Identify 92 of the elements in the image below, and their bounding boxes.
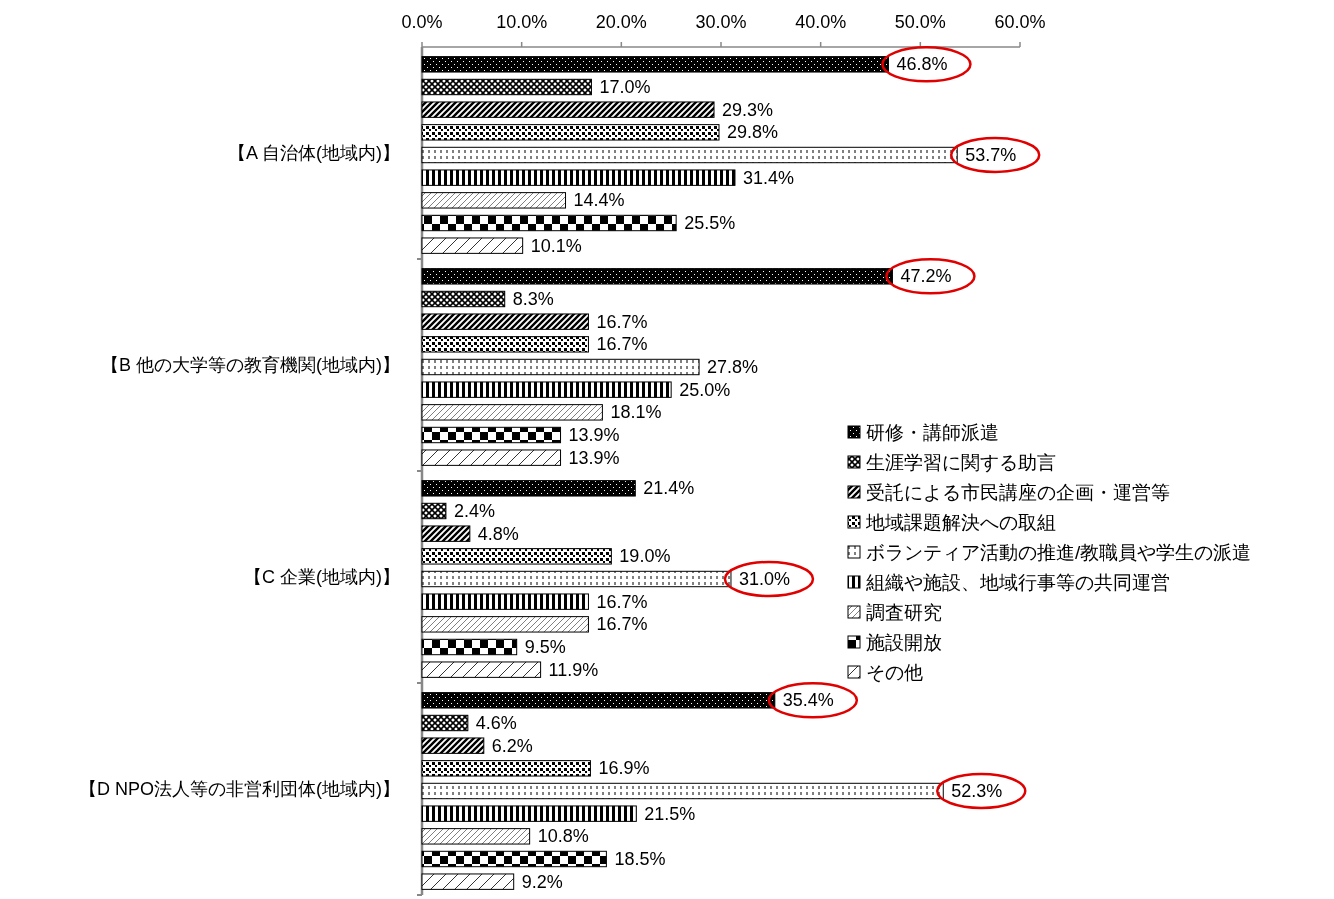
data-label: 29.3% <box>722 99 774 120</box>
bar <box>421 169 736 186</box>
legend-label: 受託による市民講座の企画・運営等 <box>866 482 1170 503</box>
bar <box>421 214 677 232</box>
legend-label: 調査研究 <box>866 602 942 623</box>
data-label: 10.1% <box>530 235 582 256</box>
data-label: 13.9% <box>568 447 620 468</box>
data-label: 6.2% <box>491 735 533 756</box>
bar <box>421 290 506 308</box>
bar <box>421 480 636 497</box>
data-label: 25.0% <box>679 379 731 400</box>
bar <box>421 782 944 800</box>
data-label: 18.5% <box>614 849 666 869</box>
y-tick-label: 【B 他の大学等の教育機関(地域内)】 <box>101 355 400 375</box>
data-label: 2.4% <box>453 501 495 521</box>
data-label: 25.5% <box>684 213 736 233</box>
legend-label: 生涯学習に関する助言 <box>866 452 1056 473</box>
bar <box>421 313 589 330</box>
data-label: 19.0% <box>619 546 671 567</box>
bar <box>421 850 607 868</box>
bar <box>421 737 485 754</box>
bar <box>421 124 720 141</box>
data-label: 16.7% <box>596 311 648 332</box>
data-label: 16.7% <box>596 334 648 355</box>
bar <box>421 873 515 890</box>
bar <box>421 593 589 610</box>
data-label: 47.2% <box>900 266 952 287</box>
data-label: 17.0% <box>599 77 651 97</box>
y-tick-label: 【D NPO法人等の非営利団体(地域内)】 <box>79 779 400 799</box>
legend-label: 研修・講師派遣 <box>866 422 999 443</box>
data-label: 8.3% <box>512 289 554 309</box>
y-tick-label: 【A 自治体(地域内)】 <box>227 143 400 163</box>
data-label: 14.4% <box>573 190 625 211</box>
bar <box>421 692 776 709</box>
bar <box>421 638 518 656</box>
bar <box>421 714 469 732</box>
y-tick-label: 【C 企業(地域内)】 <box>244 567 400 587</box>
bar <box>421 336 589 353</box>
bar <box>421 101 715 118</box>
bar <box>421 616 589 633</box>
bar <box>421 661 542 678</box>
x-tick-label: 50.0% <box>894 12 946 32</box>
bar <box>421 760 591 777</box>
data-label: 21.4% <box>643 478 695 499</box>
data-label: 16.7% <box>596 591 648 612</box>
data-label: 29.8% <box>727 122 779 143</box>
bar <box>421 268 893 285</box>
legend-label: 地域課題解決への取組 <box>865 512 1056 533</box>
data-label: 35.4% <box>782 690 834 711</box>
data-label: 4.6% <box>475 713 517 733</box>
bar <box>421 548 612 565</box>
x-tick-label: 20.0% <box>595 12 647 32</box>
data-label: 9.2% <box>521 871 563 892</box>
x-tick-label: 60.0% <box>994 12 1046 32</box>
data-label: 52.3% <box>951 781 1003 801</box>
x-tick-label: 40.0% <box>795 12 847 32</box>
x-tick-label: 30.0% <box>695 12 747 32</box>
bar <box>421 358 700 376</box>
bar <box>421 237 524 254</box>
bar <box>421 449 562 466</box>
data-label: 31.0% <box>738 569 791 589</box>
bar <box>421 404 603 421</box>
bar <box>421 525 471 542</box>
data-label: 9.5% <box>524 637 566 657</box>
data-label: 16.9% <box>598 758 650 779</box>
data-label: 46.8% <box>896 54 948 75</box>
legend-label: 施設開放 <box>866 632 942 653</box>
data-label: 27.8% <box>707 357 759 377</box>
data-label: 21.5% <box>644 803 696 824</box>
data-label: 10.8% <box>537 826 589 847</box>
data-label: 18.1% <box>610 402 662 423</box>
bar <box>421 502 447 520</box>
bar <box>421 192 567 209</box>
legend-label: 組織や施設、地域行事等の共同運営 <box>865 572 1170 593</box>
bar <box>421 828 531 845</box>
bar <box>421 805 637 822</box>
data-label: 4.8% <box>477 523 519 544</box>
bar <box>421 381 672 398</box>
bar <box>421 570 732 588</box>
x-tick-label: 0.0% <box>401 12 443 32</box>
data-label: 11.9% <box>548 659 599 680</box>
legend-label: ボランティア活動の推進/教職員や学生の派遣 <box>866 542 1252 563</box>
data-label: 31.4% <box>742 167 794 188</box>
bar <box>421 56 889 73</box>
x-tick-label: 10.0% <box>496 12 548 32</box>
bar <box>421 426 562 444</box>
data-label: 53.7% <box>965 145 1017 165</box>
bar <box>421 146 958 164</box>
data-label: 13.9% <box>568 425 620 445</box>
legend-label: その他 <box>866 662 923 683</box>
bar <box>421 78 592 96</box>
data-label: 16.7% <box>596 614 648 635</box>
